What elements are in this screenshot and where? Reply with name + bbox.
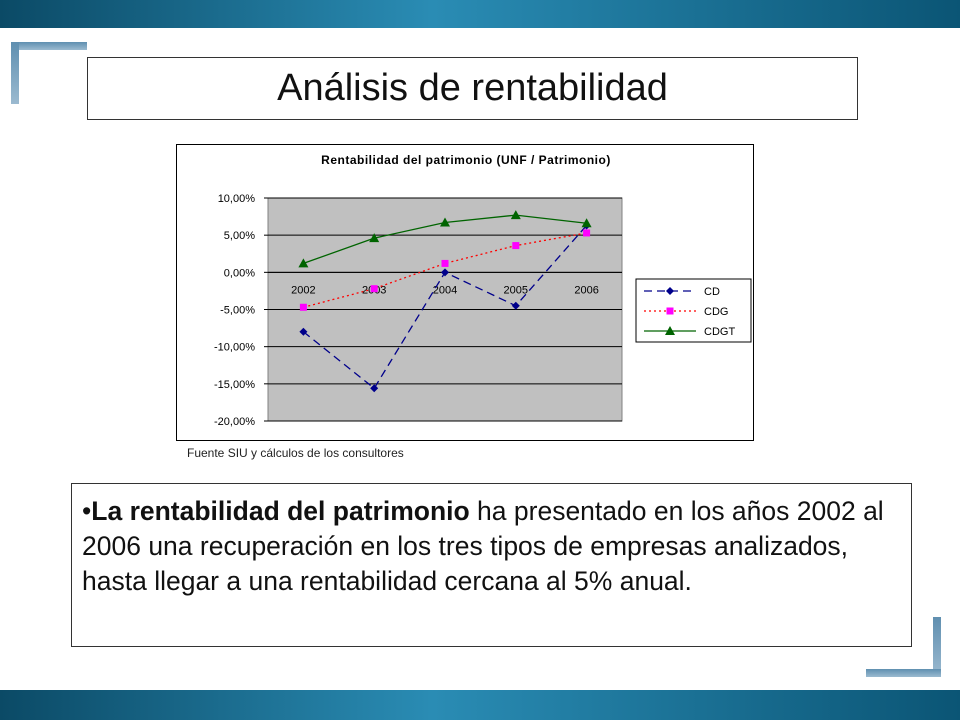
data-point [299,327,308,336]
chart-frame: Rentabilidad del patrimonio (UNF / Patri… [176,144,754,441]
data-point [369,233,380,243]
series-group [298,210,592,393]
y-tick-label: 0,00% [224,267,255,279]
bottom-right-bracket-horizontal [866,669,941,677]
top-left-bracket-vertical [11,42,19,104]
x-tick-label: 2002 [291,284,315,296]
bullet-paragraph: •La rentabilidad del patrimonio ha prese… [82,494,899,599]
slide-title: Análisis de rentabilidad [277,67,668,109]
y-tick-label: 5,00% [224,230,255,242]
bullet-bold-lead: La rentabilidad del patrimonio [91,496,470,526]
top-left-bracket-horizontal [11,42,87,50]
top-accent-bar [0,0,960,28]
legend: CD CDG CDGT [635,278,752,343]
data-point [581,218,592,228]
data-point [370,285,378,293]
legend-marker-cdg [666,307,674,315]
x-tick-label: 2006 [574,284,598,296]
data-point [299,303,307,311]
data-point [440,217,450,227]
legend-label-cd: CD [704,286,720,298]
data-point [441,259,449,267]
x-tick-label: 2004 [433,284,457,296]
data-point [441,268,449,277]
x-tick-label: 2005 [504,284,528,296]
y-tick-label: -5,00% [220,305,255,317]
chart-title: Rentabilidad del patrimonio (UNF / Patri… [321,153,611,167]
bullet-body: ha presentado en los años 2002 al 2006 u… [82,496,884,596]
data-point [583,229,591,237]
bottom-right-bracket-vertical [933,617,941,677]
data-point [510,210,521,220]
line-chart: Rentabilidad del patrimonio (UNF / Patri… [214,153,752,428]
series-cdgt [298,210,592,268]
bottom-accent-bar [0,690,960,720]
legend-label-cdg: CDG [704,306,728,318]
data-point [511,301,520,310]
legend-marker-cd [666,287,674,295]
bullet-box: •La rentabilidad del patrimonio ha prese… [71,483,912,647]
legend-marker-cdgt [665,326,675,335]
data-point [370,384,379,393]
y-tick-label: -10,00% [214,342,255,354]
series-cdg [299,229,591,311]
y-tick-label: -15,00% [214,379,255,391]
data-point [512,242,520,250]
y-tick-label: -20,00% [214,416,255,428]
series-line-cdg [303,232,587,308]
y-axis-tick-labels: 10,00% 5,00% 0,00% -5,00% -10,00% -15,00% -20,… [214,193,268,428]
x-axis-tick-labels: 20022003200420052006 [291,284,599,296]
bullet-marker: • [82,496,92,526]
legend-label-cdgt: CDGT [704,326,735,338]
title-box: Análisis de rentabilidad [87,57,858,120]
data-point [298,258,309,268]
y-tick-label: 10,00% [218,193,256,205]
source-note: Fuente SIU y cálculos de los consultores [187,446,404,460]
gridlines [268,197,622,422]
